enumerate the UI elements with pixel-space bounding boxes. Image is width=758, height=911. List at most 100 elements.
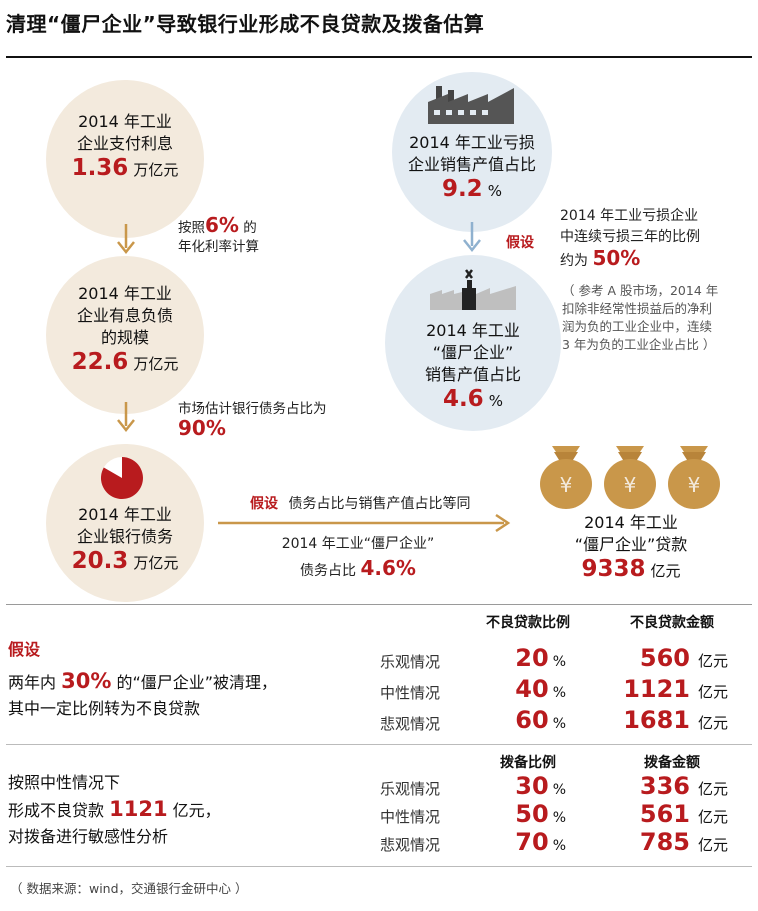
closed-factory-icon	[430, 269, 516, 310]
left-c2-line3: 的规模	[100, 328, 149, 347]
table2-row1-pct-unit: %	[552, 782, 566, 798]
table2-row3-scenario: 悲观情况	[380, 836, 441, 854]
table1-row2-amount-cell: 1121 亿元	[610, 675, 728, 703]
result-line1: 2014 年工业	[584, 513, 678, 532]
table2-left-suffix: 亿元，	[172, 801, 221, 820]
table2-row1-amount: 336	[639, 772, 690, 800]
middle-below-prefix: 债务占比	[300, 563, 357, 579]
table1-left-prefix: 两年内	[8, 673, 57, 692]
table1-row1-pct-cell: 20%	[496, 644, 566, 672]
right-c2-line3: 销售产值占比	[424, 365, 521, 384]
right-c1-unit: %	[487, 182, 503, 200]
left-c3-line1: 2014 年工业	[78, 505, 172, 524]
table2-left-line1: 按照中性情况下	[8, 773, 121, 792]
table1-row2-amount: 1121	[623, 675, 690, 703]
table1-row2-pct-cell: 40%	[496, 675, 566, 703]
right-c2-unit: %	[488, 392, 504, 410]
left-circle-2	[46, 256, 204, 414]
bag-symbol-2: ¥	[624, 473, 637, 497]
left-circle-3-text: 2014 年工业 企业银行债务 20.3 万亿元	[46, 504, 204, 574]
left-c1-line1: 2014 年工业	[78, 112, 172, 131]
table2-row2-pct-cell: 50%	[496, 800, 566, 828]
left-c2-value: 22.6	[71, 349, 129, 375]
table1-row3-amount-unit: 亿元	[697, 714, 728, 732]
table2-row1-scenario: 乐观情况	[380, 780, 441, 798]
table1-row1-scenario: 乐观情况	[380, 653, 441, 671]
left-c2-unit: 万亿元	[133, 355, 179, 373]
right-c1-line1: 2014 年工业亏损	[409, 133, 535, 152]
left-circle-1-text: 2014 年工业 企业支付利息 1.36 万亿元	[46, 111, 204, 181]
table1-row1-pct-unit: %	[552, 654, 566, 670]
result-unit: 亿元	[650, 562, 681, 580]
left-step1-prefix: 按照	[178, 220, 205, 236]
factory-icon	[428, 86, 514, 124]
table1-row3-amount: 1681	[623, 706, 690, 734]
middle-assume-text: 债务占比与销售产值占比等同	[288, 496, 471, 512]
left-c3-unit: 万亿元	[133, 554, 179, 572]
table2-top-rule	[6, 744, 752, 745]
table2-row2-amount: 561	[639, 800, 690, 828]
left-step-1: 按照6% 的 年化利率计算	[178, 215, 259, 257]
table1-row2-pct: 40	[515, 675, 549, 703]
right-arrow-icon	[463, 222, 481, 253]
table1-row3-pct-cell: 60%	[496, 706, 566, 734]
left-step-2: 市场估计银行债务占比为 90%	[178, 400, 327, 438]
source-note: （ 数据来源：wind，交通银行金研中心 ）	[10, 881, 248, 896]
left-c1-line2: 企业支付利息	[76, 134, 173, 153]
left-c2-line2: 企业有息负债	[76, 306, 173, 325]
table2-row2-pct-unit: %	[552, 810, 566, 826]
left-c1-unit: 万亿元	[133, 161, 179, 179]
table2-row3-pct-cell: 70%	[496, 828, 566, 856]
ref-note-line3: 润为负的工业企业中，连续	[562, 319, 713, 334]
table1-left-value: 30%	[61, 669, 112, 693]
result-value: 9338	[581, 556, 646, 582]
title-divider	[6, 56, 752, 58]
table1-row3-pct: 60	[515, 706, 549, 734]
table2-row1-amount-cell: 336 亿元	[610, 772, 728, 800]
right-assume-tag: 假设	[506, 235, 534, 251]
right-c2-line1: 2014 年工业	[426, 321, 520, 340]
table1-top-rule	[6, 604, 752, 605]
table2-row2-pct: 50	[515, 800, 549, 828]
ref-note-line1: （ 参考 A 股市场，2014 年	[562, 283, 719, 298]
right-c1-line2: 企业销售产值占比	[407, 155, 536, 174]
table1-row2-pct-unit: %	[552, 685, 566, 701]
right-assume-line2: 中连续亏损三年的比例	[560, 229, 700, 245]
table2-row3-amount-cell: 785 亿元	[610, 828, 728, 856]
table2-col1-header: 拨备比例	[500, 755, 556, 771]
table2-row1-pct: 30	[515, 772, 549, 800]
table1-row2-amount-unit: 亿元	[697, 683, 728, 701]
table1-row1-amount-cell: 560 亿元	[610, 644, 728, 672]
left-c2-line1: 2014 年工业	[78, 284, 172, 303]
middle-below: 2014 年工业“僵尸企业” 债务占比 4.6%	[268, 532, 448, 583]
left-step1-suffix: 的	[243, 220, 257, 236]
table2-row1-amount-unit: 亿元	[697, 780, 728, 798]
table1-row3-amount-cell: 1681 亿元	[610, 706, 728, 734]
right-circle-2	[385, 255, 561, 431]
middle-below-value: 4.6%	[360, 556, 416, 580]
right-assume-value: 50%	[592, 246, 641, 270]
horizontal-arrow-icon	[218, 513, 511, 533]
table1-left-text: 两年内 30% 的“僵尸企业”被清理， 其中一定比例转为不良贷款	[8, 668, 277, 722]
right-c2-line2: “僵尸企业”	[432, 343, 514, 362]
ref-note-line2: 扣除非经常性损益后的净利	[562, 301, 713, 316]
table2-col2-header: 拨备金额	[644, 755, 700, 771]
right-circle-1	[392, 72, 552, 232]
table2-row2-amount-cell: 561 亿元	[610, 800, 728, 828]
right-ref-note: （ 参考 A 股市场，2014 年 扣除非经常性损益后的净利 润为负的工业企业中…	[562, 282, 718, 354]
table1-col2-header: 不良贷款金额	[630, 615, 714, 631]
table1-row2-scenario: 中性情况	[380, 684, 441, 702]
left-arrow-1-icon	[117, 224, 135, 255]
left-step2-value: 90%	[178, 416, 226, 440]
table2-row3-pct: 70	[515, 828, 549, 856]
table1-row3-pct-unit: %	[552, 716, 566, 732]
left-c3-line2: 企业银行债务	[76, 527, 173, 546]
table2-row2-amount-unit: 亿元	[697, 808, 728, 826]
table1-col1-header: 不良贷款比例	[486, 615, 570, 631]
table2-left-line3: 对拨备进行敏感性分析	[8, 827, 169, 846]
table1-assume-tag: 假设	[8, 640, 41, 659]
right-assume: 2014 年工业亏损企业 中连续亏损三年的比例 约为 50%	[560, 206, 700, 272]
right-c1-value: 9.2	[441, 176, 483, 202]
bag-symbol-1: ¥	[560, 473, 573, 497]
middle-assume-tag: 假设	[250, 496, 278, 512]
